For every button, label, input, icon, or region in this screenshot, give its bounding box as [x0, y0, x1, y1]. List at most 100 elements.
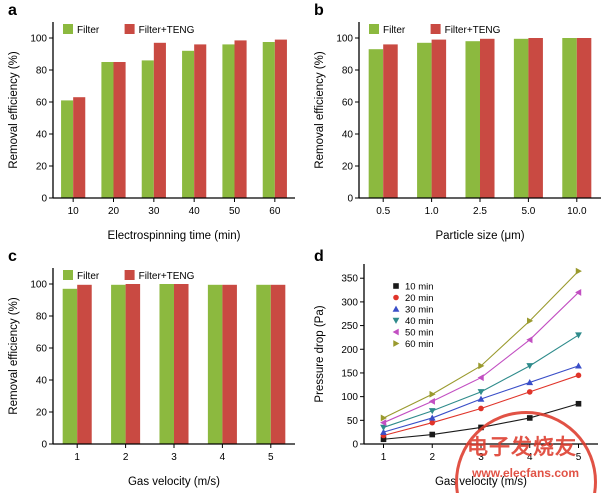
svg-text:40 min: 40 min — [405, 316, 434, 327]
chart-a-electrospinning-time: 0 20 40 60 80 100 Electrospinning time (min) Re… — [8, 22, 295, 242]
svg-text:Electrospinning time (min): Electrospinning time (min) — [108, 230, 241, 242]
bar — [222, 284, 237, 444]
axes: 0 20 40 60 80 100 Gas velocity (m/s) Removal ef… — [8, 268, 295, 488]
bar — [274, 39, 287, 198]
bar — [383, 44, 398, 199]
axes: 0 20 40 60 80 100 Electrospinning time (min) Re… — [8, 22, 295, 242]
svg-text:0: 0 — [41, 194, 47, 205]
svg-text:0: 0 — [352, 440, 358, 451]
svg-text:Particle size (μm): Particle size (μm) — [435, 230, 524, 242]
svg-text:40: 40 — [342, 130, 354, 141]
svg-text:30 min: 30 min — [405, 305, 434, 316]
svg-text:80: 80 — [36, 66, 48, 77]
bar — [61, 100, 74, 198]
svg-text:2: 2 — [429, 452, 435, 463]
svg-text:40: 40 — [36, 130, 48, 141]
bar — [270, 284, 286, 444]
axes: 0 20 40 60 80 100 Particle size (μm) Removal ef… — [314, 22, 601, 242]
bar — [207, 284, 223, 444]
svg-text:3: 3 — [171, 452, 177, 463]
svg-text:20 min: 20 min — [405, 293, 434, 304]
svg-text:Filter: Filter — [77, 25, 100, 36]
svg-text:100: 100 — [30, 34, 47, 45]
svg-text:2.5: 2.5 — [473, 206, 487, 217]
bar — [480, 38, 495, 198]
bar — [62, 288, 78, 444]
svg-text:10: 10 — [68, 206, 80, 217]
panel-d: d 0 50 100 150 200 250 300 350 Gas velocity (m/s… — [306, 246, 613, 493]
svg-text:1.0: 1.0 — [425, 206, 439, 217]
bars — [368, 38, 592, 199]
svg-text:60: 60 — [36, 344, 48, 355]
svg-text:Removal efficiency (%): Removal efficiency (%) — [314, 51, 326, 169]
bar — [194, 44, 207, 199]
panel-c: c 0 20 40 60 80 100 Gas velocity (m/s) Removal … — [0, 246, 306, 493]
bar — [77, 284, 92, 444]
svg-text:50: 50 — [229, 206, 241, 217]
svg-text:0: 0 — [347, 194, 353, 205]
svg-text:80: 80 — [342, 66, 354, 77]
svg-text:1: 1 — [74, 452, 80, 463]
svg-text:3: 3 — [478, 452, 484, 463]
svg-text:Removal efficiency (%): Removal efficiency (%) — [8, 297, 20, 415]
chart-b-particle-size: 0 20 40 60 80 100 Particle size (μm) Removal ef… — [314, 22, 601, 242]
panel-label-d: d — [314, 248, 324, 265]
svg-text:60 min: 60 min — [405, 339, 434, 350]
svg-text:200: 200 — [341, 345, 358, 356]
chart-c-gas-velocity: 0 20 40 60 80 100 Gas velocity (m/s) Removal ef… — [8, 268, 295, 488]
svg-text:Filter+TENG: Filter+TENG — [139, 25, 195, 36]
svg-text:0.5: 0.5 — [376, 206, 390, 217]
legend: Filter Filter+TENG — [63, 24, 195, 36]
svg-text:10 min: 10 min — [405, 282, 434, 293]
bar — [528, 38, 543, 198]
bar — [576, 38, 592, 198]
panel-label-a: a — [8, 2, 17, 19]
svg-text:2: 2 — [123, 452, 129, 463]
svg-text:40: 40 — [36, 376, 48, 387]
legend: Filter Filter+TENG — [369, 24, 501, 36]
bar — [153, 42, 166, 198]
bars — [61, 39, 287, 199]
svg-text:20: 20 — [108, 206, 120, 217]
svg-text:50 min: 50 min — [405, 328, 434, 339]
svg-text:5: 5 — [268, 452, 274, 463]
chart-d-pressure-drop: 0 50 100 150 200 250 300 350 Gas velocity (m/s) P… — [314, 264, 598, 488]
svg-text:Gas velocity (m/s): Gas velocity (m/s) — [435, 476, 527, 488]
svg-text:Gas velocity (m/s): Gas velocity (m/s) — [128, 476, 220, 488]
axes: 0 50 100 150 200 250 300 350 Gas velocity (m/s) P… — [314, 264, 598, 488]
svg-text:60: 60 — [269, 206, 281, 217]
svg-text:5.0: 5.0 — [521, 206, 535, 217]
svg-text:1: 1 — [381, 452, 387, 463]
svg-text:80: 80 — [36, 312, 48, 323]
bar — [262, 42, 275, 198]
svg-text:Filter: Filter — [77, 271, 100, 282]
svg-text:250: 250 — [341, 321, 358, 332]
svg-text:100: 100 — [30, 280, 47, 291]
bar — [125, 284, 141, 444]
legend: Filter Filter+TENG — [63, 270, 195, 282]
bar — [141, 60, 154, 199]
svg-text:100: 100 — [341, 392, 358, 403]
bar — [465, 41, 480, 199]
svg-text:60: 60 — [36, 98, 48, 109]
svg-text:40: 40 — [189, 206, 201, 217]
svg-text:Filter: Filter — [383, 25, 406, 36]
bars — [62, 284, 286, 444]
panel-a: a 0 20 40 60 80 100 Electrospinning time (min)… — [0, 0, 306, 246]
bar — [234, 40, 247, 199]
svg-text:Removal efficiency (%): Removal efficiency (%) — [8, 51, 20, 169]
bar — [417, 42, 432, 198]
panel-b: b 0 20 40 60 80 100 Particle size (μm) Removal … — [306, 0, 613, 246]
svg-text:20: 20 — [36, 162, 48, 173]
bar — [111, 284, 126, 444]
panel-label-c: c — [8, 248, 17, 265]
svg-text:0: 0 — [41, 440, 47, 451]
bar — [431, 39, 447, 198]
svg-text:Filter+TENG: Filter+TENG — [445, 25, 501, 36]
bar — [174, 284, 189, 444]
bar — [73, 97, 86, 198]
svg-text:50: 50 — [347, 416, 359, 427]
svg-text:30: 30 — [148, 206, 160, 217]
